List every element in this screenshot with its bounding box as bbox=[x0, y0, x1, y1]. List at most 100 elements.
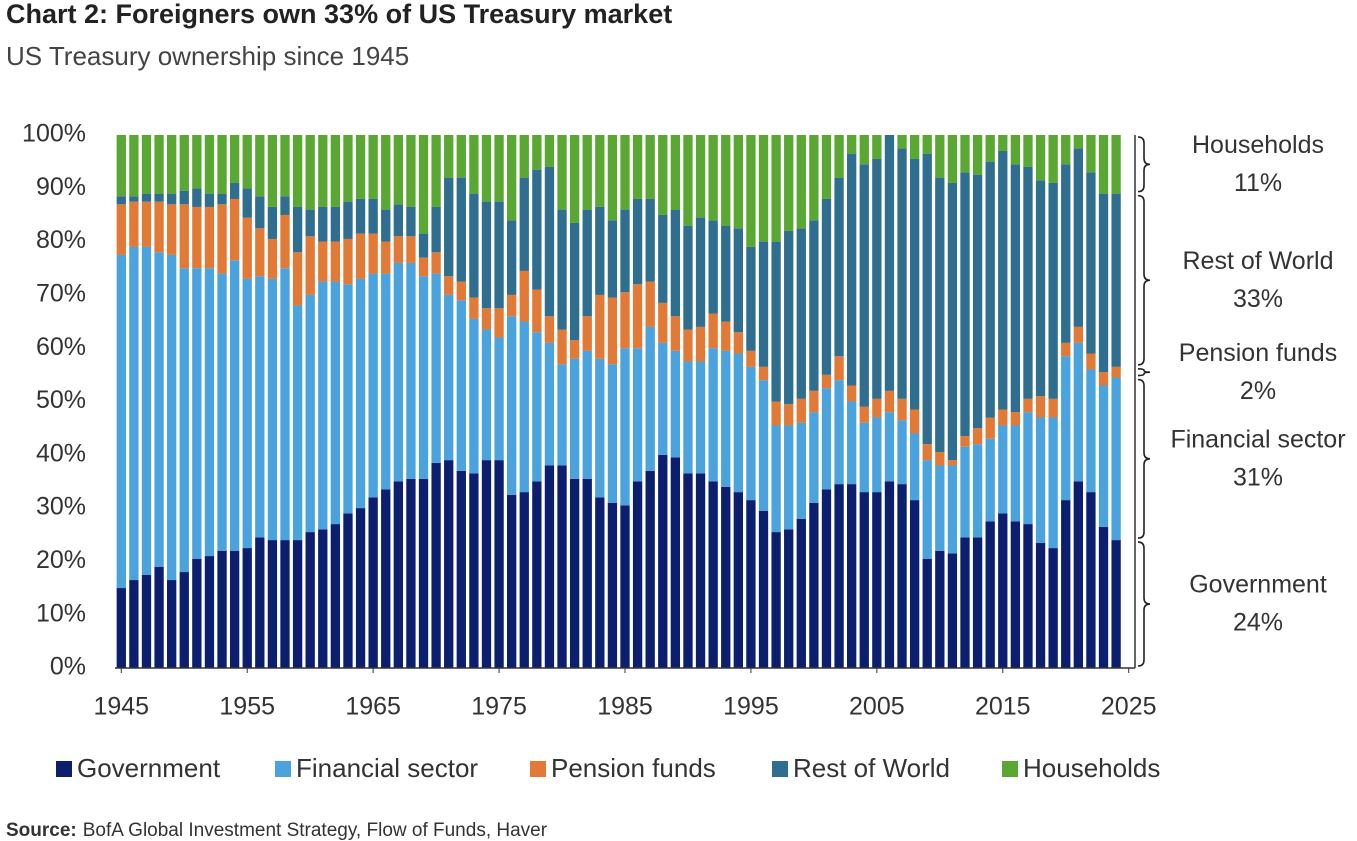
bar-segment bbox=[1010, 164, 1021, 413]
annotation-label: Financial sector bbox=[1170, 425, 1345, 453]
bar-segment bbox=[343, 135, 353, 202]
y-tick-label: 60% bbox=[36, 333, 86, 361]
bar-segment bbox=[796, 228, 806, 399]
bar-segment bbox=[368, 135, 378, 199]
bar-segment bbox=[116, 196, 126, 205]
bar-segment bbox=[998, 513, 1008, 668]
bar-segment bbox=[381, 135, 391, 210]
bar-segment bbox=[204, 135, 215, 194]
bar-segment bbox=[305, 236, 315, 295]
bar-segment bbox=[796, 398, 806, 423]
bar-segment bbox=[695, 217, 706, 327]
bar-segment bbox=[481, 135, 492, 202]
bar-segment bbox=[318, 281, 328, 530]
bar-segment bbox=[267, 540, 278, 668]
bar-segment bbox=[292, 540, 303, 668]
bar-segment bbox=[897, 135, 907, 149]
bar-segment bbox=[632, 284, 643, 349]
bar-segment bbox=[280, 135, 290, 197]
bar-segment bbox=[595, 358, 605, 498]
bar-segment bbox=[494, 135, 504, 202]
bar-segment bbox=[456, 300, 466, 471]
bar-segment bbox=[381, 241, 391, 274]
bar-segment bbox=[557, 209, 567, 330]
y-tick-label: 30% bbox=[36, 493, 86, 521]
bar-segment bbox=[708, 481, 718, 668]
bar-segment bbox=[909, 409, 920, 434]
bar-segment bbox=[406, 236, 416, 263]
bar-segment bbox=[267, 206, 278, 239]
bar-segment bbox=[972, 537, 983, 668]
bar-segment bbox=[204, 206, 215, 269]
bar-segment bbox=[330, 135, 341, 207]
brace bbox=[1137, 541, 1151, 667]
bar-segment bbox=[507, 494, 517, 668]
bar-segment bbox=[242, 278, 252, 549]
bar-segment bbox=[1073, 342, 1083, 482]
bar-segment bbox=[1073, 481, 1083, 668]
bar-segment bbox=[1086, 135, 1096, 173]
annotation-share: 11% bbox=[1234, 169, 1282, 197]
bar-segment bbox=[255, 537, 265, 668]
bar-segment bbox=[582, 135, 592, 210]
bar-segment bbox=[821, 374, 832, 389]
bar-segment bbox=[796, 422, 806, 519]
bar-segment bbox=[481, 308, 492, 330]
bar-segment bbox=[645, 326, 655, 471]
bar-segment bbox=[129, 201, 139, 247]
bar-segment bbox=[204, 193, 215, 207]
bar-segment bbox=[1098, 526, 1109, 668]
bar-segment bbox=[998, 409, 1008, 426]
annotation-share: 33% bbox=[1233, 285, 1283, 313]
bar-segment bbox=[595, 497, 605, 668]
bar-segment bbox=[444, 177, 454, 277]
bar-segment bbox=[708, 348, 718, 482]
bar-segment bbox=[330, 524, 341, 668]
bar-segment bbox=[229, 198, 240, 261]
bar-segment bbox=[935, 135, 945, 178]
bar-segment bbox=[897, 148, 907, 399]
bar-segment bbox=[1086, 492, 1096, 668]
bar-segment bbox=[456, 177, 466, 282]
bar-segment bbox=[909, 158, 920, 410]
bar-segment bbox=[519, 492, 529, 668]
bar-segment bbox=[557, 329, 567, 365]
bar-segment bbox=[1061, 164, 1071, 343]
bar-segment bbox=[481, 329, 492, 461]
legend-swatch bbox=[1002, 761, 1018, 777]
bar-segment bbox=[192, 135, 202, 189]
bar-segment bbox=[418, 276, 429, 479]
bar-segment bbox=[884, 390, 895, 413]
bar-segment bbox=[141, 135, 152, 194]
bar-segment bbox=[746, 350, 756, 367]
bar-segment bbox=[595, 294, 605, 359]
bar-segment bbox=[255, 276, 265, 538]
bar-segment bbox=[305, 532, 315, 668]
bar-segment bbox=[557, 135, 567, 210]
bar-segment bbox=[847, 385, 857, 402]
bar-segment bbox=[141, 201, 152, 247]
bar-segment bbox=[620, 209, 630, 293]
bar-segment bbox=[381, 209, 391, 242]
bar-segment bbox=[280, 540, 290, 668]
bar-segment bbox=[456, 470, 466, 668]
bar-segment bbox=[632, 198, 643, 285]
bar-segment bbox=[721, 321, 731, 351]
bar-segment bbox=[154, 135, 164, 194]
bar-segment bbox=[897, 398, 907, 421]
bar-segment bbox=[141, 193, 152, 202]
bar-segment bbox=[267, 278, 278, 541]
bar-segment bbox=[217, 273, 227, 551]
bar-segment bbox=[1035, 180, 1046, 397]
bar-segment bbox=[658, 302, 668, 343]
brace bbox=[1137, 368, 1151, 377]
x-tick-label: 1995 bbox=[723, 693, 779, 721]
bar-segment bbox=[355, 233, 366, 279]
y-tick-label: 10% bbox=[36, 599, 86, 627]
bar-segment bbox=[746, 366, 756, 501]
bar-segment bbox=[116, 135, 126, 197]
bar-segment bbox=[947, 182, 958, 461]
bar-segment bbox=[1035, 417, 1046, 543]
y-tick-label: 90% bbox=[36, 173, 86, 201]
annotation-label: Rest of World bbox=[1183, 247, 1334, 275]
